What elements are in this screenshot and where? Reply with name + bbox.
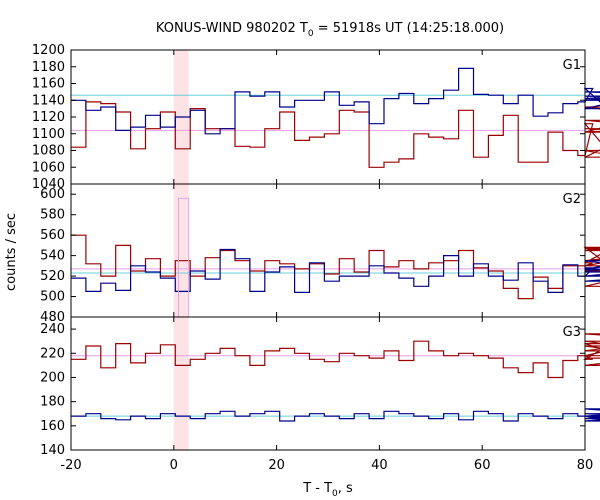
chart-title: KONUS-WIND 980202 T0 = 51918s UT (14:25:…: [156, 21, 504, 39]
y-tick-label: 1120: [32, 110, 65, 125]
x-tick-label: -20: [60, 458, 81, 473]
series-step-line: [71, 333, 600, 379]
y-tick-label: 1160: [32, 77, 65, 92]
y-tick-label: 1060: [32, 160, 65, 175]
series-step-line: [71, 67, 600, 135]
y-tick-label: 1080: [32, 144, 65, 159]
highlight-band: [173, 184, 189, 317]
y-tick-label: 1140: [32, 93, 65, 108]
y-tick-label: 160: [40, 419, 65, 434]
x-tick-label: 60: [474, 458, 491, 473]
y-tick-label: 540: [40, 249, 65, 264]
panel-frame: [70, 183, 586, 318]
panel-label: G1: [563, 58, 581, 73]
series-step-line: [71, 234, 600, 300]
panel-label: G2: [563, 192, 581, 207]
x-tick-label: 0: [170, 458, 178, 473]
panel-label: G3: [563, 325, 581, 340]
series-step-line: [71, 101, 600, 168]
y-tick-label: 480: [40, 310, 65, 325]
panel-g3: 140 160 180 200 220 240 G3: [40, 316, 600, 458]
y-tick-label: 580: [40, 208, 65, 223]
y-tick-label: 560: [40, 228, 65, 243]
y-tick-label: 220: [40, 346, 65, 361]
y-axis-label: counts / sec: [4, 213, 19, 291]
x-axis-label: T - T0, s: [302, 481, 353, 499]
y-tick-label: 200: [40, 370, 65, 385]
y-tick-label: 1100: [32, 127, 65, 142]
y-tick-label: 240: [40, 322, 65, 337]
y-tick-label: 180: [40, 395, 65, 410]
x-axis: -20 0 20 40 60 80: [60, 458, 593, 473]
series-step-line: [71, 248, 600, 293]
x-tick-label: 20: [268, 458, 285, 473]
panels: 104010601080110011201140116011801200G148…: [32, 43, 600, 458]
y-tick-label: 1040: [32, 177, 65, 192]
y-tick-label: 520: [40, 269, 65, 284]
y-tick-label: 600: [40, 187, 65, 202]
series-step-line: [71, 408, 600, 422]
y-tick-label: 140: [40, 443, 65, 458]
x-tick-label: 40: [371, 458, 388, 473]
panel-frame: [70, 316, 586, 451]
y-tick-label: 1180: [32, 60, 65, 75]
highlight-band: [173, 317, 189, 450]
y-tick-label: 500: [40, 290, 65, 305]
y-tick-label: 1200: [32, 43, 65, 58]
x-tick-label: 80: [577, 458, 594, 473]
panel-frame: [70, 49, 586, 185]
panel-g2: 480 500 520 540 560 580 600 G2: [40, 183, 600, 325]
